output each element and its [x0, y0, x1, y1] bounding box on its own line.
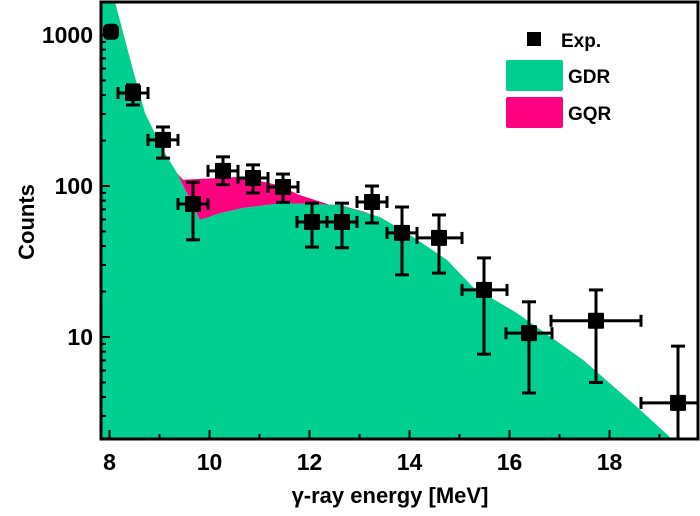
data-marker [521, 325, 537, 342]
data-marker [431, 229, 447, 246]
data-point [236, 163, 270, 195]
data-marker [103, 23, 119, 40]
data-point [146, 125, 180, 160]
tick-labels: 8 10 12 14 16 18 10 100 1000 [42, 22, 623, 475]
points-layer [103, 23, 698, 439]
data-point [385, 205, 419, 277]
data-point [504, 300, 554, 395]
y-axis-title: Counts [14, 184, 39, 260]
data-point [325, 201, 359, 250]
data-point [639, 344, 698, 439]
data-marker [588, 312, 604, 329]
x-tick-label: 16 [497, 449, 523, 475]
x-axis-title: γ-ray energy [MeV] [292, 483, 489, 508]
data-point [266, 172, 300, 204]
y-tick-label: 100 [55, 173, 93, 199]
data-marker [304, 213, 320, 230]
data-marker [275, 178, 291, 195]
x-tick-label: 12 [297, 449, 323, 475]
data-marker [394, 224, 410, 241]
data-point [415, 213, 464, 275]
y-tick-label: 10 [67, 324, 93, 350]
x-tick-label: 18 [597, 449, 623, 475]
legend-exp-label: Exp. [561, 31, 601, 52]
data-point [355, 184, 389, 225]
legend-exp-marker [527, 32, 541, 46]
data-point [176, 180, 210, 242]
data-marker [334, 213, 350, 230]
data-marker [185, 195, 201, 212]
data-marker [125, 84, 141, 101]
data-point [103, 23, 119, 40]
legend-gdr-label: GDR [568, 67, 611, 88]
y-tick-label: 1000 [42, 22, 93, 48]
x-tick-label: 8 [103, 449, 116, 475]
data-point [116, 83, 150, 107]
x-tick-label: 10 [197, 449, 223, 475]
data-point [206, 155, 240, 187]
plot-frame [99, 0, 700, 441]
data-marker [476, 281, 492, 298]
data-marker [155, 131, 171, 148]
legend-gqr-swatch [506, 97, 563, 128]
x-tick-label: 14 [397, 449, 423, 475]
data-marker [245, 169, 261, 186]
data-point [295, 201, 329, 249]
legend-gqr-label: GQR [568, 104, 612, 125]
legend: Exp. GDR GQR [506, 31, 612, 128]
data-point [460, 256, 509, 356]
data-marker [670, 394, 686, 411]
data-marker [364, 193, 380, 210]
legend-gdr-swatch [506, 60, 563, 91]
data-point [549, 288, 643, 384]
data-marker [215, 162, 231, 179]
